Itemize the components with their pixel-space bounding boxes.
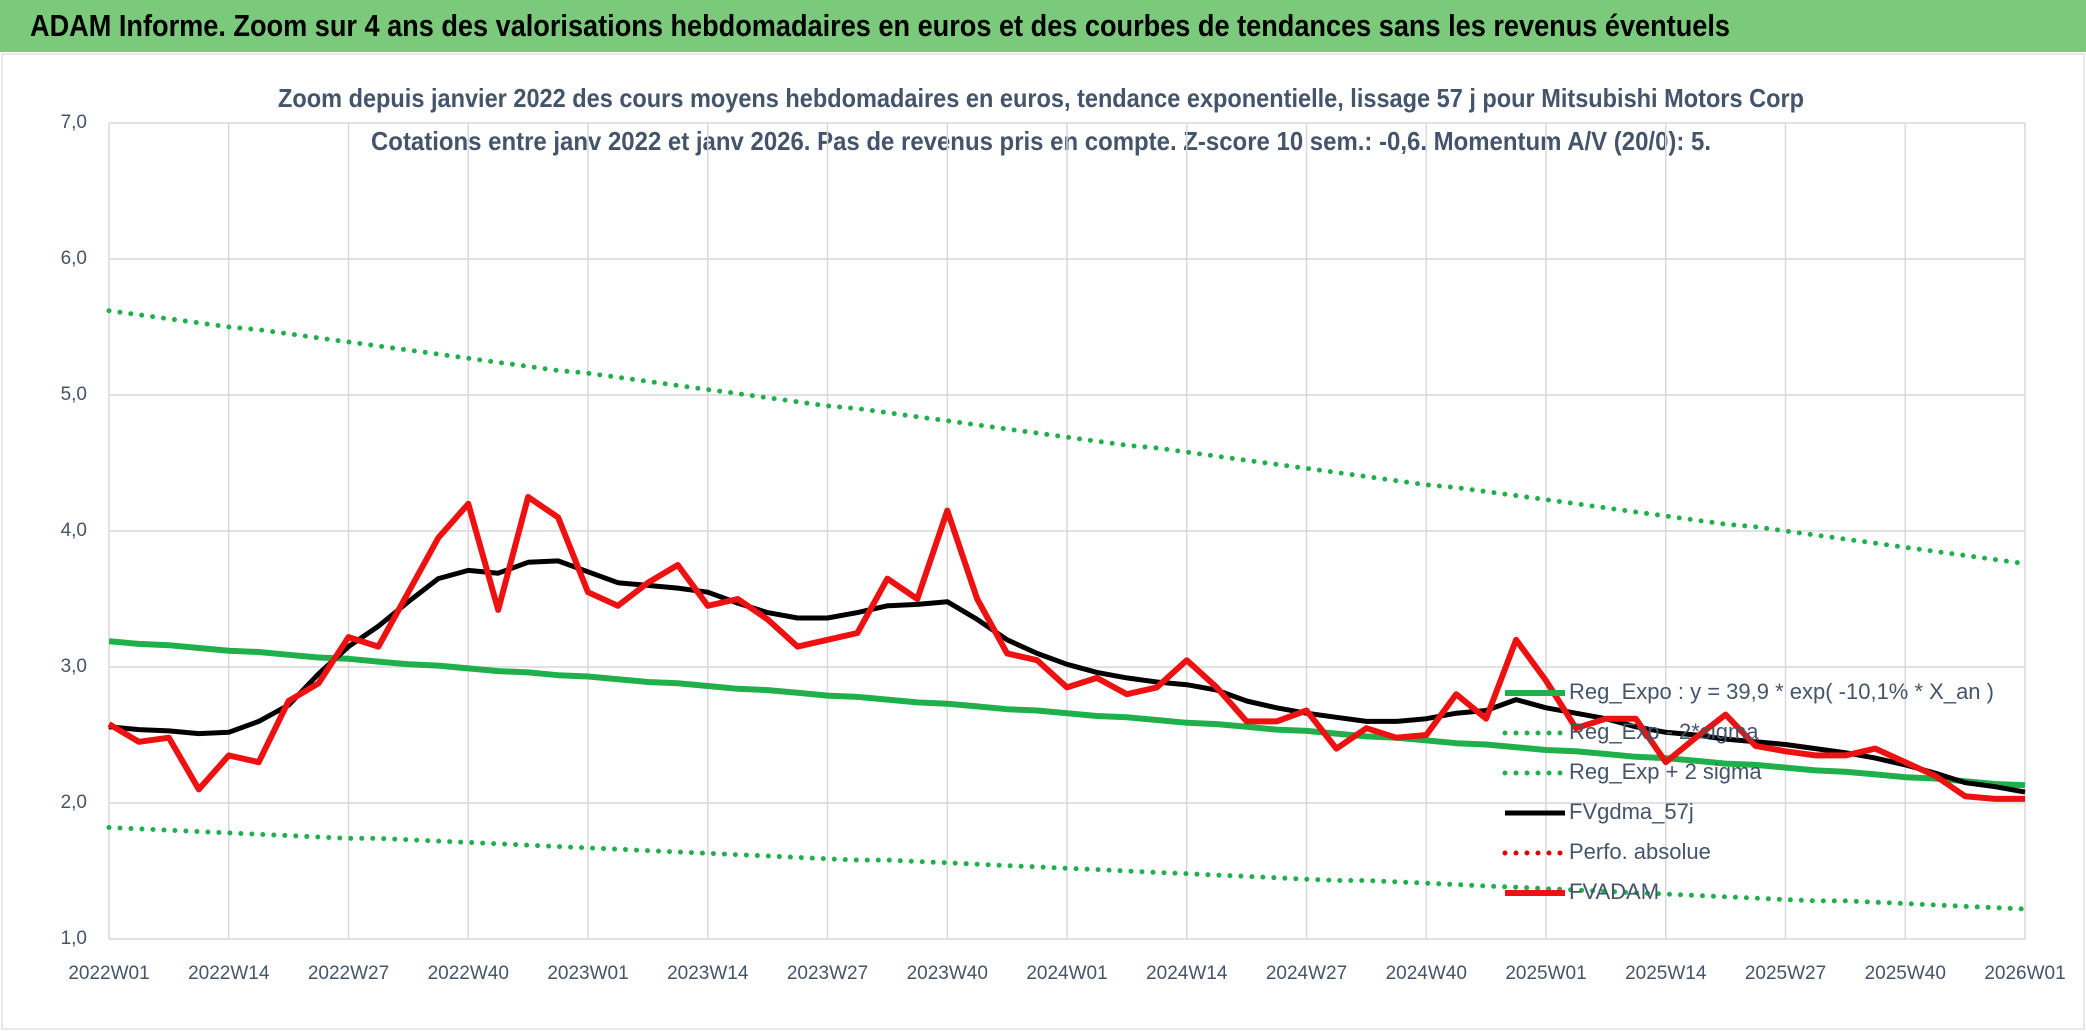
x-tick-label: 2022W14 — [188, 963, 270, 984]
x-tick-label: 2022W27 — [308, 963, 389, 984]
x-tick-label: 2024W01 — [1026, 963, 1107, 984]
y-tick-label: 7,0 — [61, 112, 87, 133]
y-tick-label: 1,0 — [61, 928, 87, 949]
x-tick-label: 2022W01 — [68, 963, 149, 984]
header-title: ADAM Informe. Zoom sur 4 ans des valoris… — [30, 8, 1730, 43]
x-tick-label: 2024W14 — [1146, 963, 1228, 984]
y-tick-label: 4,0 — [61, 520, 87, 541]
series-line — [106, 308, 2028, 567]
x-tick-label: 2025W14 — [1625, 963, 1707, 984]
chart-title: Zoom depuis janvier 2022 des cours moyen… — [278, 83, 1804, 113]
x-tick-label: 2023W01 — [547, 963, 628, 984]
chart-panel — [1, 53, 2085, 1030]
x-tick-label: 2023W27 — [787, 963, 868, 984]
x-tick-label: 2024W27 — [1266, 963, 1347, 984]
y-tick-label: 2,0 — [61, 792, 87, 813]
series-line — [108, 638, 2026, 789]
legend-label: Reg_Exp - 2*sigma — [1569, 719, 1759, 744]
x-tick-label: 2022W40 — [428, 963, 509, 984]
y-tick-label: 5,0 — [61, 384, 87, 405]
y-tick-label: 3,0 — [61, 656, 87, 677]
legend-label: Reg_Expo : y = 39,9 * exp( -10,1% * X_an… — [1569, 679, 1994, 704]
series-line — [106, 825, 2028, 912]
legend-label: Reg_Exp + 2 sigma — [1569, 759, 1762, 784]
series-line — [107, 494, 2025, 802]
x-tick-label: 2024W40 — [1386, 963, 1467, 984]
x-tick-label: 2026W01 — [1984, 963, 2065, 984]
x-tick-label: 2025W27 — [1745, 963, 1826, 984]
y-tick-label: 6,0 — [61, 248, 87, 269]
legend-label: Perfo. absolue — [1569, 839, 1711, 864]
chart-subtitle: Cotations entre janv 2022 et janv 2026. … — [371, 126, 1711, 156]
legend-label: FVADAM — [1569, 879, 1659, 904]
legend-label: FVgdma_57j — [1569, 799, 1694, 824]
x-tick-label: 2025W40 — [1865, 963, 1946, 984]
header-bar — [0, 0, 2086, 52]
x-tick-label: 2023W14 — [667, 963, 749, 984]
x-tick-label: 2025W01 — [1505, 963, 1586, 984]
x-tick-label: 2023W40 — [907, 963, 988, 984]
series-line — [108, 558, 2026, 795]
